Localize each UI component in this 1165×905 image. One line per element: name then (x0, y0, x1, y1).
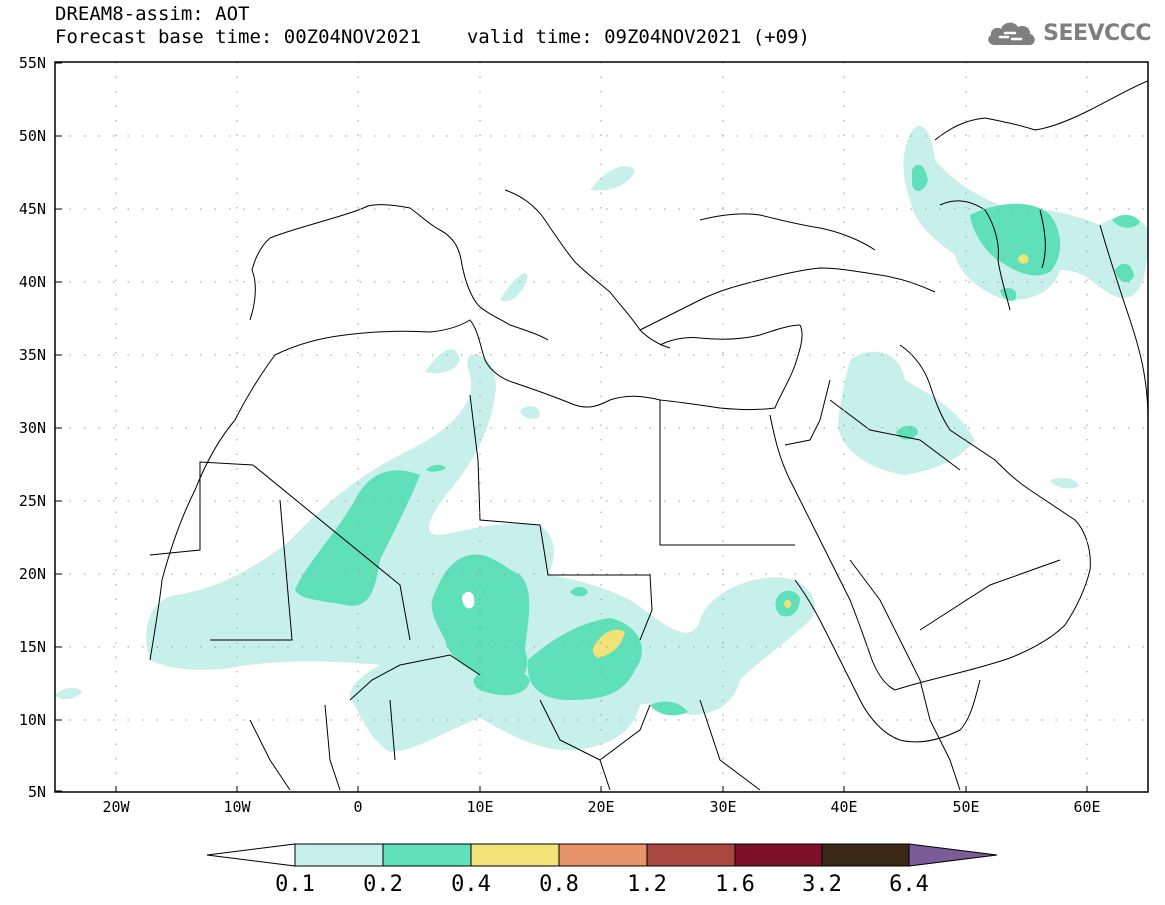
map-title: DREAM8-assim: AOT (55, 3, 250, 25)
coastlines (149, 80, 1148, 791)
lat-label: 45N (19, 200, 46, 218)
lon-label: 20E (587, 798, 614, 816)
lon-label: 20W (102, 798, 130, 816)
latitude-labels: 55N 50N 45N 40N 35N 30N 25N 20N 15N 10N … (19, 54, 46, 801)
aot-field (55, 126, 1148, 752)
time-info: Forecast base time: 00Z04NOV2021 valid t… (55, 26, 810, 48)
colorbar-segment (821, 843, 910, 867)
colorbar-label: 3.2 (802, 872, 842, 897)
lat-label: 30N (19, 419, 46, 437)
colorbar-low-arrow (206, 843, 296, 867)
seevccc-logo: SEEVCCC (985, 18, 1151, 48)
aot-gap (462, 591, 475, 609)
colorbar-segment (558, 843, 648, 867)
aot-band-0.2-0.4 (295, 164, 1140, 716)
base-time-label: Forecast base time: 00Z04NOV2021 (55, 26, 422, 48)
longitude-labels: 20W 10W 0 10E 20E 30E 40E 50E 60E (102, 798, 1100, 816)
valid-time-label: valid time: 09Z04NOV2021 (+09) (466, 26, 810, 48)
colorbar-segment (294, 843, 384, 867)
colorbar-label: 0.2 (363, 872, 403, 897)
colorbar-high-arrow (908, 843, 998, 867)
lat-label: 20N (19, 565, 46, 583)
aot-band-0.4-0.8 (592, 254, 1029, 658)
colorbar-label: 1.2 (627, 872, 667, 897)
lon-label: 0 (353, 798, 362, 816)
lon-label: 60E (1073, 798, 1100, 816)
lon-label: 30E (709, 798, 736, 816)
lat-label: 55N (19, 54, 46, 72)
colorbar-label: 0.4 (451, 872, 491, 897)
lon-label: 10E (466, 798, 493, 816)
colorbar-label: 0.1 (275, 872, 315, 897)
colorbar-label: 0.8 (539, 872, 579, 897)
lat-label: 25N (19, 492, 46, 510)
lon-label: 50E (952, 798, 979, 816)
lat-label: 10N (19, 711, 46, 729)
colorbar-segment (470, 843, 560, 867)
colorbar-segment (734, 843, 823, 867)
colorbar-segment (382, 843, 472, 867)
logo-text: SEEVCCC (1043, 20, 1151, 46)
lat-label: 50N (19, 127, 46, 145)
colorbar (206, 843, 998, 867)
lon-label: 10W (223, 798, 251, 816)
colorbar-segment (646, 843, 736, 867)
colorbar-label: 6.4 (889, 872, 929, 897)
lat-label: 35N (19, 346, 46, 364)
axis-ticks (55, 62, 1088, 792)
lat-label: 40N (19, 273, 46, 291)
lat-label: 5N (28, 783, 46, 801)
lat-label: 15N (19, 638, 46, 656)
lon-label: 40E (830, 798, 857, 816)
cloud-icon (988, 22, 1035, 45)
colorbar-labels: 0.1 0.2 0.4 0.8 1.2 1.6 3.2 6.4 (275, 872, 929, 897)
colorbar-label: 1.6 (715, 872, 755, 897)
